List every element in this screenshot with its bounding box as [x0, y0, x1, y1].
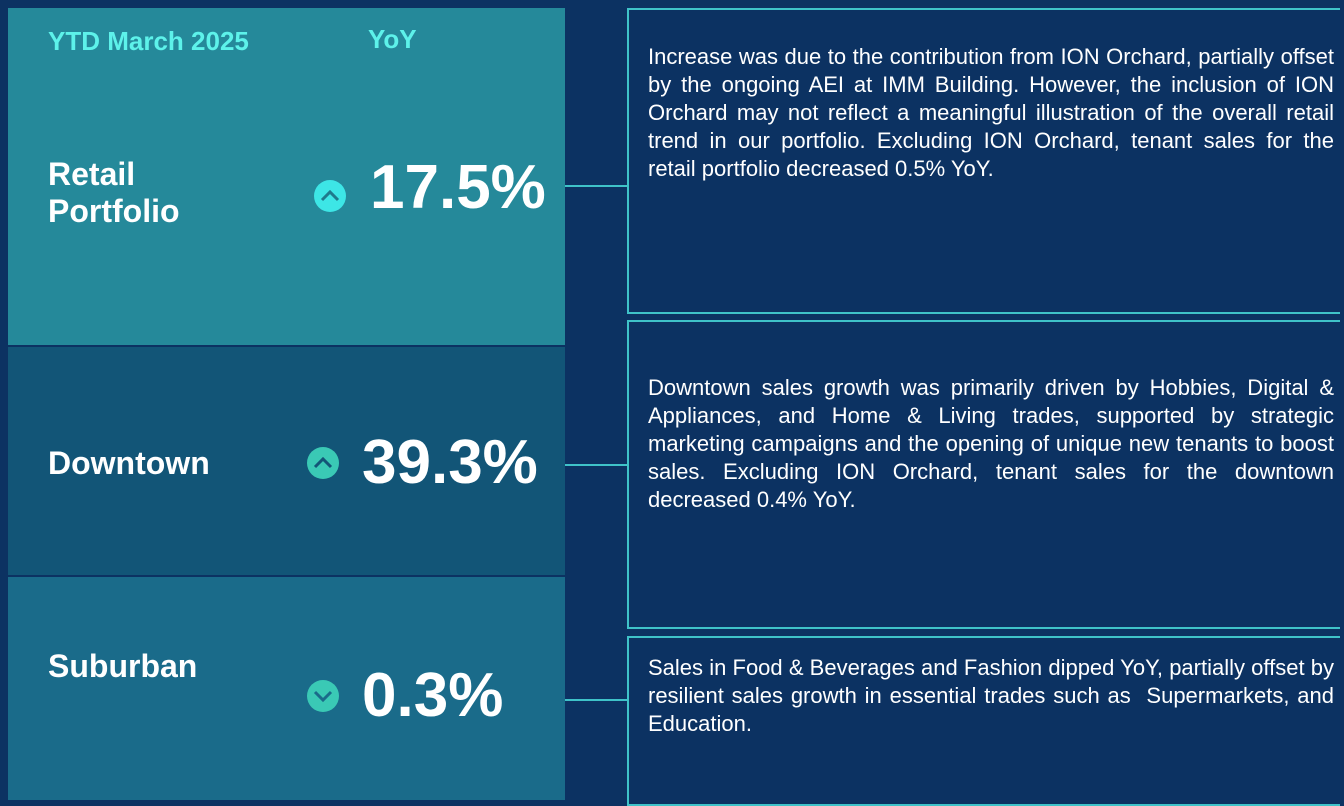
- commentary-box: [627, 320, 1340, 629]
- row-background: [8, 8, 565, 345]
- row-label: Retail Portfolio: [48, 156, 180, 229]
- commentary: Sales in Food & Beverages and Fashion di…: [648, 655, 1341, 736]
- commentary: Downtown sales growth was primarily driv…: [648, 375, 1341, 512]
- connector: [565, 699, 627, 701]
- down-icon: [307, 680, 339, 712]
- row-value: 17.5%: [370, 153, 546, 222]
- connector: [565, 464, 627, 466]
- row-label: Suburban: [48, 648, 198, 684]
- commentary-box: [627, 8, 1340, 314]
- period-header: YTD March 2025: [48, 26, 249, 56]
- row-background: [8, 347, 565, 575]
- connector: [565, 185, 627, 187]
- metric-header: YoY: [368, 24, 417, 54]
- up-icon: [307, 447, 339, 479]
- row-label: Downtown: [48, 445, 210, 481]
- row-background: [8, 577, 565, 800]
- up-icon: [314, 180, 346, 212]
- row-value: 0.3%: [362, 661, 504, 730]
- row-value: 39.3%: [362, 428, 538, 497]
- commentary: Increase was due to the contribution fro…: [648, 44, 1341, 181]
